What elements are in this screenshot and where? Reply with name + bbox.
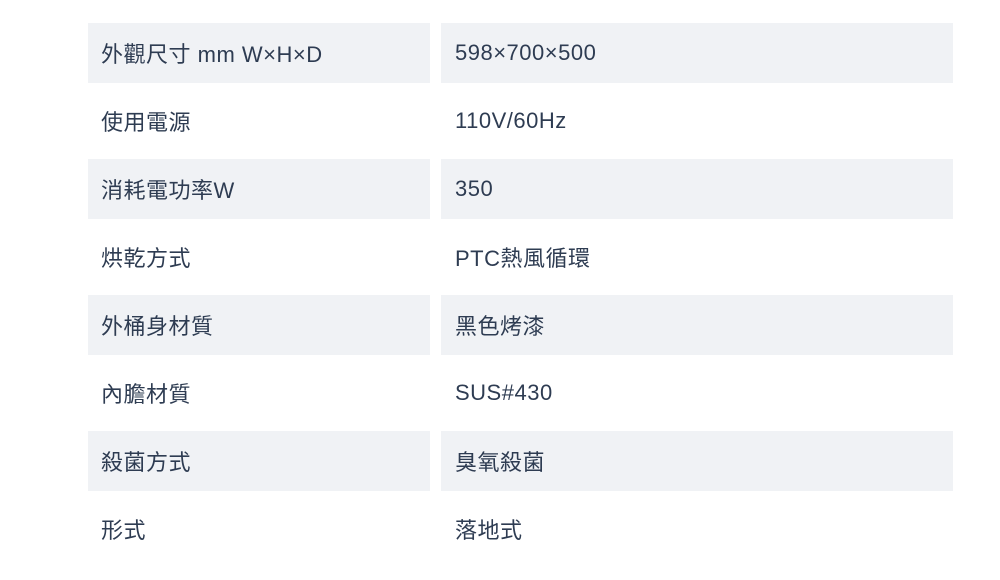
spec-value-cell: PTC熱風循環: [455, 246, 591, 271]
table-row: 形式 落地式: [88, 499, 953, 559]
spec-value-cell: 落地式: [455, 518, 523, 543]
table-row: 消耗電功率W 350: [88, 159, 953, 219]
table-row: 外桶身材質 黑色烤漆: [88, 295, 953, 355]
table-row: 內膽材質 SUS#430: [88, 363, 953, 423]
table-row: 殺菌方式 臭氧殺菌: [88, 431, 953, 491]
table-row: 外觀尺寸 mm W×H×D 598×700×500: [88, 23, 953, 83]
spec-label-cell: 外觀尺寸 mm W×H×D: [88, 23, 430, 83]
spec-label-cell: 消耗電功率W: [88, 159, 430, 219]
spec-value-cell: 110V/60Hz: [455, 108, 567, 133]
spec-value-cell: 臭氧殺菌: [441, 431, 953, 491]
spec-label-cell: 使用電源: [101, 110, 192, 135]
spec-value-cell: 黑色烤漆: [441, 295, 953, 355]
spec-label-cell: 內膽材質: [101, 382, 192, 407]
table-row: 烘乾方式 PTC熱風循環: [88, 227, 953, 287]
table-row: 使用電源 110V/60Hz: [88, 91, 953, 151]
spec-label-cell: 形式: [101, 518, 147, 543]
spec-label-cell: 殺菌方式: [88, 431, 430, 491]
spec-table: 外觀尺寸 mm W×H×D 598×700×500 使用電源 110V/60Hz…: [88, 23, 953, 567]
spec-value-cell: 350: [441, 159, 953, 219]
spec-label-cell: 外桶身材質: [88, 295, 430, 355]
spec-value-cell: 598×700×500: [441, 23, 953, 83]
spec-label-cell: 烘乾方式: [101, 246, 192, 271]
spec-value-cell: SUS#430: [455, 380, 553, 405]
